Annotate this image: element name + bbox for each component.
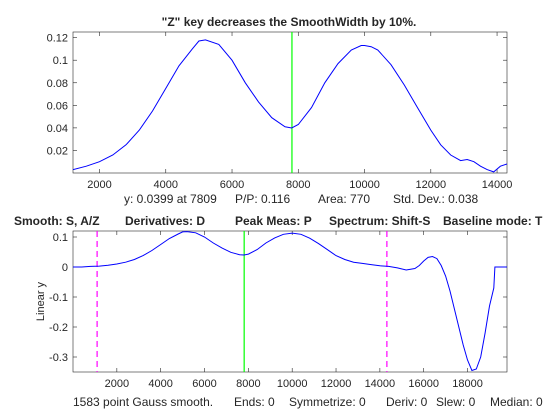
- top-xtick-label: 6000: [220, 179, 244, 191]
- top-ytick-label: 0.02: [47, 145, 68, 157]
- top-xtick-label: 12000: [416, 179, 447, 191]
- top-xtick-label: 14000: [482, 179, 513, 191]
- bottom-xtick-label: 4000: [148, 378, 172, 390]
- status-smooth: 1583 point Gauss smooth.: [73, 395, 213, 409]
- top-ytick-label: 0.04: [47, 123, 68, 135]
- bottom-xtick-label: 10000: [277, 378, 308, 390]
- top-plot-area: 2000 4000 6000 8000 10000 12000 14000 0.02 0.04 0…: [47, 32, 513, 191]
- bottom-xtick-label: 8000: [236, 378, 260, 390]
- bottom-ytick-label: 0.1: [53, 232, 68, 244]
- top-ytick-label: 0.08: [47, 78, 68, 90]
- top-chart-title: "Z" key decreases the SmoothWidth by 10%…: [162, 15, 417, 29]
- bottom-xtick-label: 12000: [321, 378, 352, 390]
- status-deriv: Deriv: 0: [386, 395, 428, 409]
- bottom-signal-line: [73, 231, 507, 372]
- bottom-axes-box: [72, 230, 508, 373]
- controls-peak: Peak Meas: P: [235, 214, 312, 228]
- readout-pp: P/P: 0.116: [235, 192, 290, 206]
- controls-derivatives: Derivatives: D: [125, 214, 205, 228]
- readout-std: Std. Dev.: 0.038: [393, 192, 478, 206]
- status-ends: Ends: 0: [234, 395, 275, 409]
- top-ytick-label: 0.06: [47, 100, 68, 112]
- top-axes-box: [72, 31, 508, 174]
- readout-y: y: 0.0399 at 7809: [124, 192, 217, 206]
- top-ytick-label: 0.12: [47, 33, 68, 45]
- top-xtick-label: 10000: [349, 179, 380, 191]
- bottom-xtick-label: 18000: [452, 378, 483, 390]
- bottom-ytick-label: -0.2: [49, 322, 68, 334]
- bottom-xtick-label: 14000: [365, 378, 396, 390]
- bottom-xtick-label: 6000: [192, 378, 216, 390]
- bottom-plot-area: 2000 4000 6000 8000 10000 12000 14000 16000 1800…: [35, 231, 507, 390]
- bottom-xtick-label: 16000: [408, 378, 439, 390]
- readout-area: Area: 770: [318, 192, 370, 206]
- controls-spectrum: Spectrum: Shift-S: [329, 214, 430, 228]
- controls-baseline: Baseline mode: T: [443, 214, 543, 228]
- top-xtick-label: 8000: [286, 179, 310, 191]
- status-median: Median: 0: [490, 395, 543, 409]
- status-slew: Slew: 0: [436, 395, 476, 409]
- top-xtick-label: 2000: [87, 179, 111, 191]
- bottom-ytick-label: -0.3: [49, 352, 68, 364]
- top-xtick-label: 4000: [154, 179, 178, 191]
- bottom-ylabel: Linear y: [35, 281, 47, 321]
- top-signal-line: [73, 39, 507, 173]
- bottom-ytick-label: -0.1: [49, 292, 68, 304]
- bottom-ytick-label: 0: [62, 262, 68, 274]
- status-symmetrize: Symmetrize: 0: [289, 395, 366, 409]
- bottom-xtick-label: 2000: [105, 378, 129, 390]
- controls-smooth: Smooth: S, A/Z: [14, 214, 100, 228]
- top-ytick-label: 0.1: [53, 55, 68, 67]
